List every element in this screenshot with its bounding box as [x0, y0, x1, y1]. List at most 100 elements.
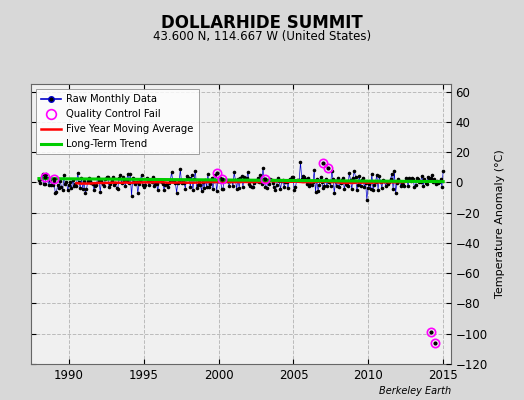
Point	[233, 186, 241, 192]
Point	[421, 180, 430, 187]
Point	[328, 168, 336, 174]
Point	[364, 185, 372, 191]
Point	[69, 177, 77, 184]
Point	[67, 185, 75, 192]
Point	[57, 184, 66, 190]
Point	[290, 186, 299, 193]
Point	[131, 181, 139, 187]
Point	[379, 177, 387, 183]
Point	[180, 179, 188, 186]
Point	[314, 188, 322, 194]
Point	[360, 184, 368, 190]
Point	[341, 181, 350, 187]
Point	[276, 186, 285, 192]
Point	[36, 180, 45, 186]
Point	[295, 176, 303, 183]
Point	[59, 187, 67, 193]
Point	[298, 176, 306, 182]
Point	[143, 174, 151, 181]
Point	[239, 184, 247, 190]
Point	[424, 173, 432, 180]
Point	[243, 175, 251, 181]
Point	[205, 183, 213, 190]
Point	[214, 178, 222, 185]
Point	[56, 178, 64, 184]
Point	[42, 171, 51, 177]
Point	[65, 182, 73, 188]
Point	[75, 179, 83, 186]
Point	[175, 179, 183, 185]
Point	[79, 186, 87, 192]
Point	[263, 185, 271, 191]
Point	[51, 189, 59, 196]
Point	[100, 183, 108, 189]
Point	[335, 183, 343, 190]
Point	[381, 182, 390, 189]
Point	[400, 182, 409, 189]
Point	[398, 180, 406, 187]
Point	[176, 166, 184, 172]
Point	[224, 177, 232, 184]
Point	[286, 176, 294, 183]
Point	[279, 177, 287, 184]
Point	[156, 178, 165, 184]
Point	[302, 181, 311, 187]
Point	[359, 175, 367, 182]
Point	[414, 176, 422, 182]
Point	[259, 165, 267, 171]
Point	[191, 168, 200, 174]
Point	[321, 176, 330, 182]
Point	[61, 180, 69, 187]
Point	[198, 187, 206, 194]
Point	[337, 176, 346, 183]
Point	[116, 172, 125, 178]
Point	[196, 182, 204, 188]
Point	[346, 177, 355, 184]
Point	[347, 186, 356, 192]
Point	[107, 178, 116, 184]
Point	[436, 176, 445, 182]
Point	[70, 182, 78, 189]
Point	[63, 187, 72, 193]
Point	[35, 176, 43, 183]
Point	[209, 186, 217, 192]
Point	[278, 178, 286, 185]
Point	[275, 178, 283, 184]
Point	[417, 178, 425, 185]
Point	[200, 185, 209, 191]
Point	[388, 171, 396, 177]
Point	[439, 168, 447, 174]
Point	[319, 185, 327, 191]
Text: Berkeley Earth: Berkeley Earth	[378, 386, 451, 396]
Point	[221, 178, 230, 184]
Point	[363, 196, 371, 203]
Point	[272, 182, 281, 188]
Text: 43.600 N, 114.667 W (United States): 43.600 N, 114.667 W (United States)	[153, 30, 371, 43]
Point	[46, 176, 54, 183]
Point	[144, 178, 152, 184]
Point	[407, 178, 415, 184]
Point	[284, 185, 292, 192]
Point	[124, 171, 132, 178]
Point	[355, 172, 364, 179]
Point	[212, 188, 221, 194]
Point	[126, 171, 135, 177]
Point	[301, 176, 310, 182]
Point	[370, 182, 378, 188]
Point	[150, 183, 158, 189]
Point	[130, 179, 138, 185]
Point	[179, 178, 187, 184]
Point	[189, 187, 197, 193]
Point	[149, 174, 157, 180]
Point	[194, 182, 202, 188]
Point	[117, 180, 126, 186]
Point	[105, 184, 113, 190]
Point	[185, 175, 193, 181]
Point	[291, 184, 300, 190]
Point	[265, 180, 274, 187]
Point	[375, 173, 384, 180]
Point	[122, 177, 130, 184]
Point	[216, 175, 225, 182]
Point	[86, 178, 94, 185]
Point	[237, 173, 246, 180]
